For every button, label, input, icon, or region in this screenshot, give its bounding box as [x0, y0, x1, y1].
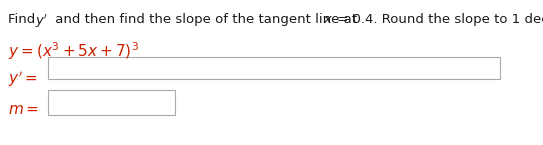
- Text: and then find the slope of the tangent line at: and then find the slope of the tangent l…: [51, 13, 361, 26]
- Bar: [48, 57, 500, 79]
- Text: = 0.4. Round the slope to 1 decimal place.: = 0.4. Round the slope to 1 decimal plac…: [333, 13, 543, 26]
- Text: $y = (x^3 + 5x + 7)^3$: $y = (x^3 + 5x + 7)^3$: [8, 40, 139, 62]
- Bar: [48, 90, 175, 115]
- Text: $y' =$: $y' =$: [8, 69, 37, 89]
- Text: Find: Find: [8, 13, 40, 26]
- Text: $x$: $x$: [323, 13, 333, 26]
- Text: $y'$: $y'$: [35, 13, 48, 30]
- Text: $m =$: $m =$: [8, 102, 39, 117]
